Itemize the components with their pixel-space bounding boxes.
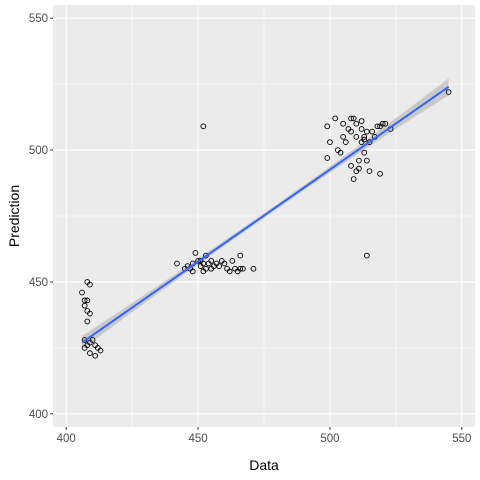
data-point: [382, 120, 389, 127]
data-point: [356, 165, 362, 172]
y-axis-ticks: 400 450 500 550: [29, 13, 53, 421]
x-tick-label: 550: [452, 433, 471, 445]
data-point: [364, 128, 370, 135]
data-point: [361, 136, 368, 143]
data-point: [189, 268, 196, 275]
data-point: [361, 149, 368, 156]
data-point: [87, 350, 93, 357]
data-point: [84, 318, 91, 325]
x-tick-label: 500: [320, 433, 339, 445]
fit-line-layer: [81, 85, 450, 344]
data-point: [340, 134, 346, 140]
minor-gridlines: [53, 5, 475, 427]
y-tick-label: 400: [29, 409, 48, 421]
fit-line: [81, 85, 450, 344]
data-point: [203, 265, 209, 272]
data-point: [87, 310, 93, 317]
major-gridlines: [53, 5, 475, 427]
data-point: [87, 281, 93, 288]
x-axis-ticks: 400 450 500 550: [57, 427, 471, 445]
data-point: [369, 128, 375, 135]
data-point: [81, 345, 88, 351]
data-points: [79, 89, 452, 359]
data-point: [356, 157, 362, 164]
data-point: [327, 139, 333, 146]
x-tick-label: 400: [57, 433, 76, 445]
data-point: [342, 139, 349, 146]
data-point: [97, 347, 104, 354]
data-point: [240, 265, 246, 272]
data-point: [379, 120, 386, 127]
data-point: [84, 297, 91, 304]
y-tick-label: 450: [29, 277, 48, 289]
data-point: [366, 139, 373, 146]
data-point: [337, 149, 344, 156]
data-point: [364, 252, 370, 259]
y-axis-title: Prediction: [6, 185, 22, 247]
data-point: [374, 123, 381, 130]
data-point: [237, 252, 244, 259]
data-point: [192, 250, 199, 256]
data-point: [445, 89, 452, 95]
data-point: [366, 168, 373, 175]
data-point: [358, 126, 365, 132]
data-point: [216, 263, 223, 269]
data-point: [81, 297, 88, 304]
y-tick-label: 500: [29, 145, 48, 157]
data-point: [200, 123, 207, 130]
data-point: [353, 120, 360, 127]
data-point: [81, 302, 88, 309]
data-point: [361, 134, 368, 140]
x-axis-title: Data: [249, 457, 279, 473]
data-point: [340, 120, 346, 127]
data-point: [332, 115, 339, 122]
data-point: [324, 123, 331, 130]
data-point: [348, 128, 354, 135]
x-tick-label: 450: [188, 433, 207, 445]
data-point: [377, 170, 383, 177]
data-point: [208, 257, 215, 264]
data-point: [350, 115, 357, 122]
data-point: [226, 268, 233, 275]
data-point: [174, 260, 180, 267]
data-point: [350, 176, 357, 182]
data-point: [250, 265, 257, 272]
data-point: [89, 337, 96, 343]
data-point: [348, 115, 354, 122]
data-point: [364, 157, 370, 164]
data-point: [229, 257, 236, 264]
data-point: [237, 265, 244, 272]
data-point: [92, 342, 99, 349]
data-point: [92, 352, 99, 359]
data-point: [79, 289, 85, 296]
data-point: [348, 163, 354, 169]
y-tick-label: 550: [29, 13, 48, 25]
data-point: [221, 260, 228, 267]
data-point: [353, 134, 360, 140]
data-point: [324, 155, 331, 161]
data-point: [358, 118, 365, 124]
